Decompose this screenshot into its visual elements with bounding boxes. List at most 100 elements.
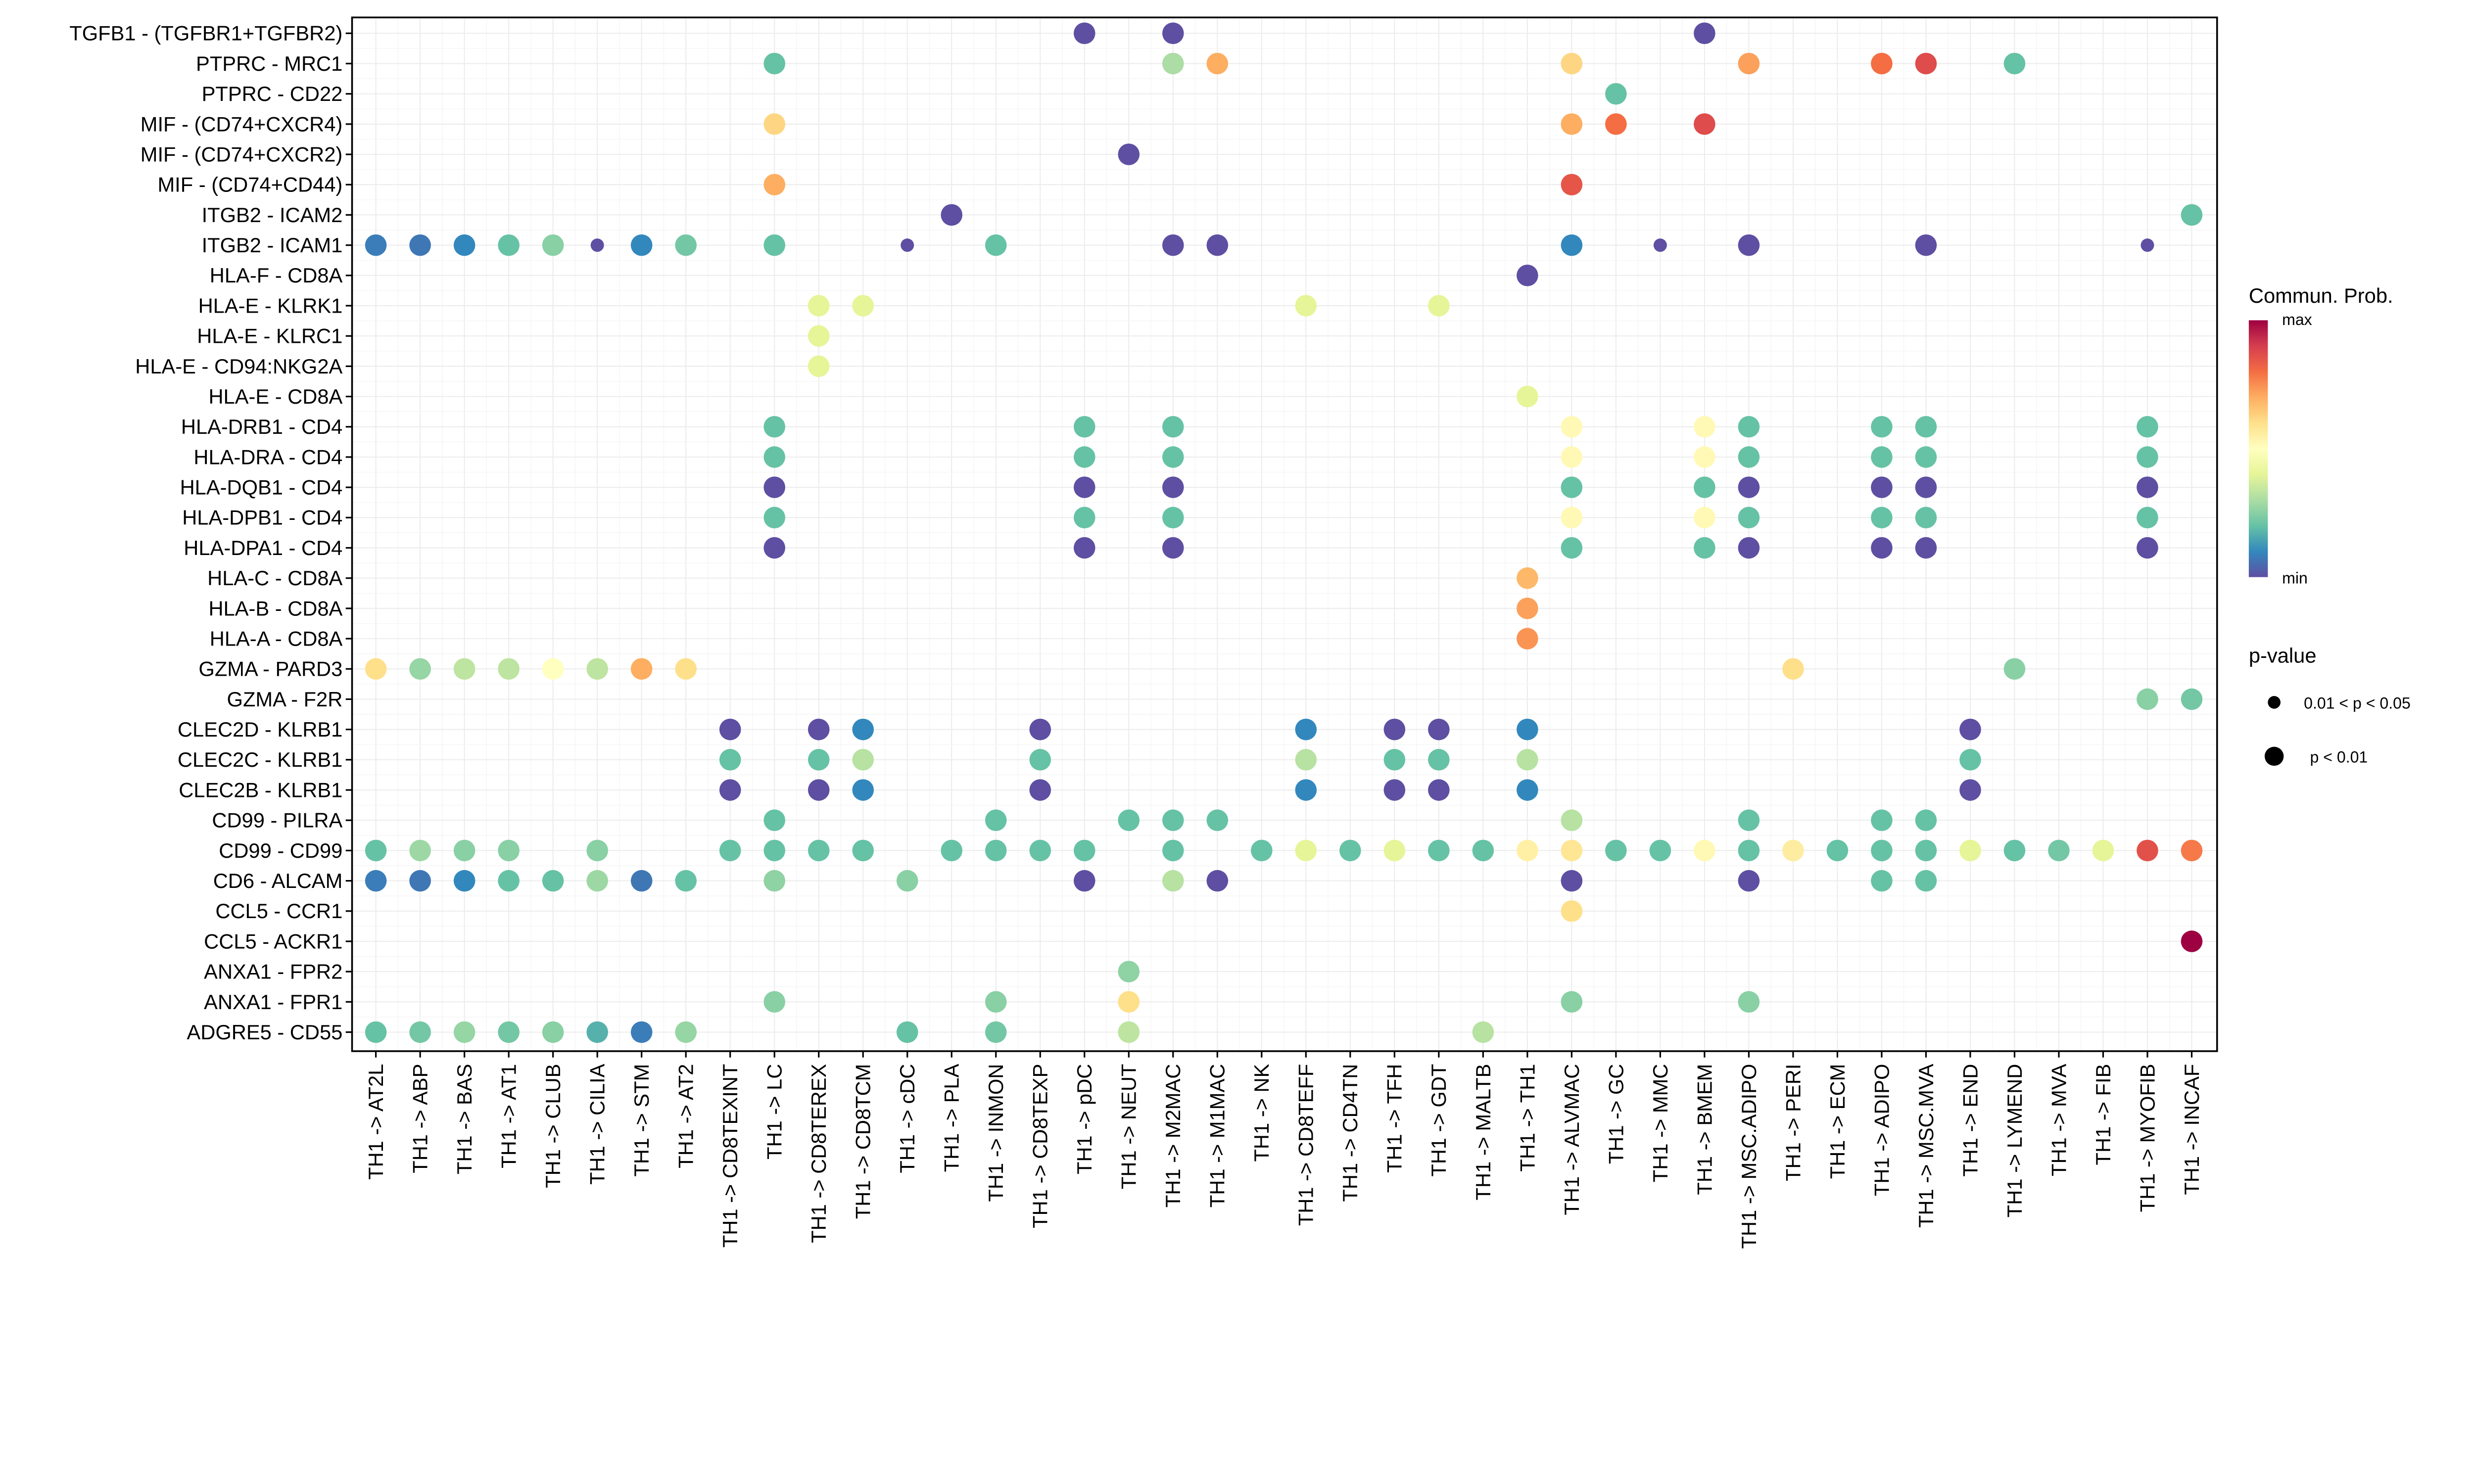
- x-tick-label: TH1 -> BMEM: [1693, 1064, 1716, 1195]
- data-point: [1517, 265, 1538, 286]
- data-point: [542, 1021, 564, 1043]
- data-point: [2137, 537, 2158, 559]
- data-point: [1118, 809, 1140, 832]
- data-point: [2141, 238, 2154, 252]
- colorbar-max-label: max: [2282, 311, 2312, 328]
- data-point: [1605, 83, 1627, 105]
- data-point: [1118, 143, 1140, 165]
- x-tick-label: TH1 -> CLUB: [541, 1064, 565, 1188]
- data-point: [808, 718, 830, 741]
- x-tick-label: TH1 -> TH1: [1516, 1064, 1539, 1172]
- data-point: [1472, 1021, 1494, 1043]
- size-legend-title: p-value: [2249, 644, 2317, 667]
- data-point: [586, 870, 608, 892]
- x-tick-label: TH1 -> MVA: [2047, 1064, 2070, 1176]
- x-tick-label: TH1 -> AT2L: [364, 1064, 387, 1180]
- x-tick-label: TH1 -> NK: [1250, 1064, 1273, 1161]
- data-point: [1605, 839, 1627, 862]
- data-point: [675, 234, 697, 256]
- data-point: [1162, 52, 1184, 75]
- data-point: [2137, 688, 2158, 710]
- data-point: [409, 658, 431, 680]
- data-point: [896, 1021, 918, 1043]
- data-point: [1915, 476, 1937, 498]
- data-point: [1162, 870, 1184, 892]
- y-tick-label: PTPRC - CD22: [202, 82, 343, 105]
- data-point: [1915, 870, 1937, 892]
- data-point: [1694, 507, 1715, 529]
- data-point: [763, 839, 785, 862]
- data-point: [1694, 22, 1715, 45]
- data-point: [1959, 718, 1981, 741]
- data-point: [675, 658, 697, 680]
- y-tick-label: CLEC2B - KLRB1: [179, 778, 342, 801]
- y-tick-label: CD99 - PILRA: [212, 809, 342, 832]
- x-tick-label: TH1 -> TFH: [1383, 1064, 1406, 1173]
- y-tick-label: CLEC2D - KLRB1: [178, 718, 342, 741]
- y-tick-label: MIF - (CD74+CXCR2): [141, 142, 343, 166]
- data-point: [1206, 870, 1229, 892]
- data-point: [1649, 839, 1671, 862]
- y-axis: TGFB1 - (TGFBR1+TGFBR2) PTPRC - MRC1 PTPRC…: [69, 22, 352, 1044]
- data-point: [2137, 476, 2158, 498]
- data-point: [453, 234, 476, 256]
- data-point: [763, 446, 785, 468]
- data-point: [2048, 839, 2070, 862]
- data-point: [1250, 839, 1273, 862]
- chart-container: TGFB1 - (TGFBR1+TGFBR2) PTPRC - MRC1 PTPRC…: [69, 16, 2411, 1249]
- data-point: [901, 238, 914, 252]
- data-point: [1162, 507, 1184, 529]
- x-tick-label: TH1 -> CD8TEFF: [1294, 1064, 1318, 1226]
- data-point: [1738, 52, 1760, 75]
- data-point: [763, 234, 785, 256]
- data-point: [1517, 628, 1538, 649]
- data-point: [1383, 749, 1406, 771]
- data-point: [763, 991, 785, 1013]
- data-point: [1738, 234, 1760, 256]
- bubble-chart: TGFB1 - (TGFBR1+TGFBR2) PTPRC - MRC1 PTPRC…: [69, 16, 2411, 1249]
- x-tick-label: TH1 -> MMC: [1649, 1064, 1672, 1183]
- size-legend-small-label: 0.01 < p < 0.05: [2304, 695, 2411, 712]
- x-tick-label: TH1 -> ABP: [409, 1064, 432, 1173]
- data-point: [1517, 839, 1538, 862]
- data-point: [1959, 839, 1981, 862]
- data-point: [852, 295, 874, 317]
- data-point: [1295, 839, 1317, 862]
- data-point: [763, 870, 785, 892]
- data-point: [365, 234, 387, 256]
- data-point: [1782, 658, 1804, 680]
- data-point: [630, 1021, 653, 1043]
- data-point: [1738, 446, 1760, 468]
- data-point: [1162, 839, 1184, 862]
- y-tick-label: CCL5 - CCR1: [215, 899, 342, 923]
- data-point: [941, 839, 963, 862]
- data-point: [1561, 809, 1583, 832]
- data-point: [1295, 718, 1317, 741]
- y-tick-label: HLA-E - KLRC1: [197, 325, 342, 348]
- plot-panel-border: [351, 16, 2218, 1052]
- data-point: [1561, 446, 1583, 468]
- data-point: [1561, 870, 1583, 892]
- y-tick-label: HLA-DPB1 - CD4: [182, 506, 342, 529]
- data-point: [365, 658, 387, 680]
- x-tick-label: TH1 -> ADIPO: [1870, 1064, 1893, 1196]
- data-point: [1073, 507, 1095, 529]
- y-tick-label: CLEC2C - KLRB1: [178, 748, 342, 771]
- data-point: [1162, 22, 1184, 45]
- y-tick-label: MIF - (CD74+CD44): [157, 173, 342, 196]
- x-tick-label: TH1 -> M1MAC: [1206, 1064, 1229, 1207]
- data-point: [1738, 507, 1760, 529]
- data-point: [808, 295, 830, 317]
- colorbar-min-label: min: [2282, 569, 2308, 587]
- data-point: [2181, 204, 2203, 226]
- data-point: [1428, 718, 1450, 741]
- data-point: [1383, 718, 1406, 741]
- y-tick-label: ANXA1 - FPR1: [204, 990, 342, 1014]
- data-point: [1915, 809, 1937, 832]
- data-point: [1162, 476, 1184, 498]
- data-point: [542, 234, 564, 256]
- data-point: [1871, 870, 1893, 892]
- data-point: [365, 870, 387, 892]
- data-point: [1561, 416, 1583, 438]
- data-point: [1871, 52, 1893, 75]
